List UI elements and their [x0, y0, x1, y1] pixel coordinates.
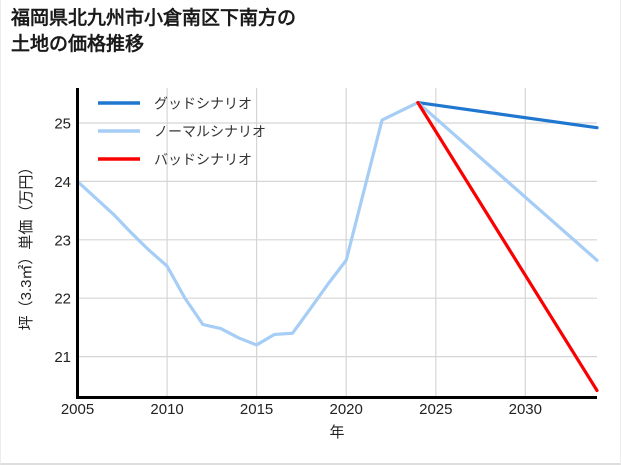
- legend-label-2: バッドシナリオ: [154, 152, 252, 168]
- x-tick-label: 2010: [150, 401, 183, 418]
- legend-label-0: グッドシナリオ: [154, 96, 252, 112]
- y-tick-labels-group: 21 22 23 24 25: [54, 116, 71, 367]
- x-axis-title: 年: [329, 424, 344, 441]
- x-tick-label: 2015: [240, 401, 273, 418]
- axis-spine-path: [76, 88, 597, 399]
- x-tick-label: 2020: [330, 401, 363, 418]
- y-tick-label: 23: [54, 232, 71, 249]
- axis-spines: [76, 88, 597, 399]
- y-tick-label: 24: [54, 174, 71, 191]
- x-tick-label: 2005: [61, 401, 94, 418]
- y-tick-label: 21: [54, 349, 71, 366]
- y-tick-label: 22: [54, 291, 71, 308]
- x-tick-label: 2030: [509, 401, 542, 418]
- series-line-2: [416, 100, 599, 393]
- series-group: [75, 100, 599, 393]
- series-line-0: [416, 100, 599, 130]
- chart-title: 福岡県北九州市小倉南区下南方の 土地の価格推移: [11, 8, 297, 55]
- series-line-1: [75, 100, 599, 347]
- y-tick-label: 25: [54, 116, 71, 133]
- legend-label-1: ノーマルシナリオ: [154, 124, 266, 140]
- x-tick-labels-group: 2005 2010 2015 2020 2025 2030: [61, 401, 542, 418]
- x-tick-label: 2025: [419, 401, 452, 418]
- y-axis-title: 坪（3.3㎡）単価（万円）: [18, 160, 35, 331]
